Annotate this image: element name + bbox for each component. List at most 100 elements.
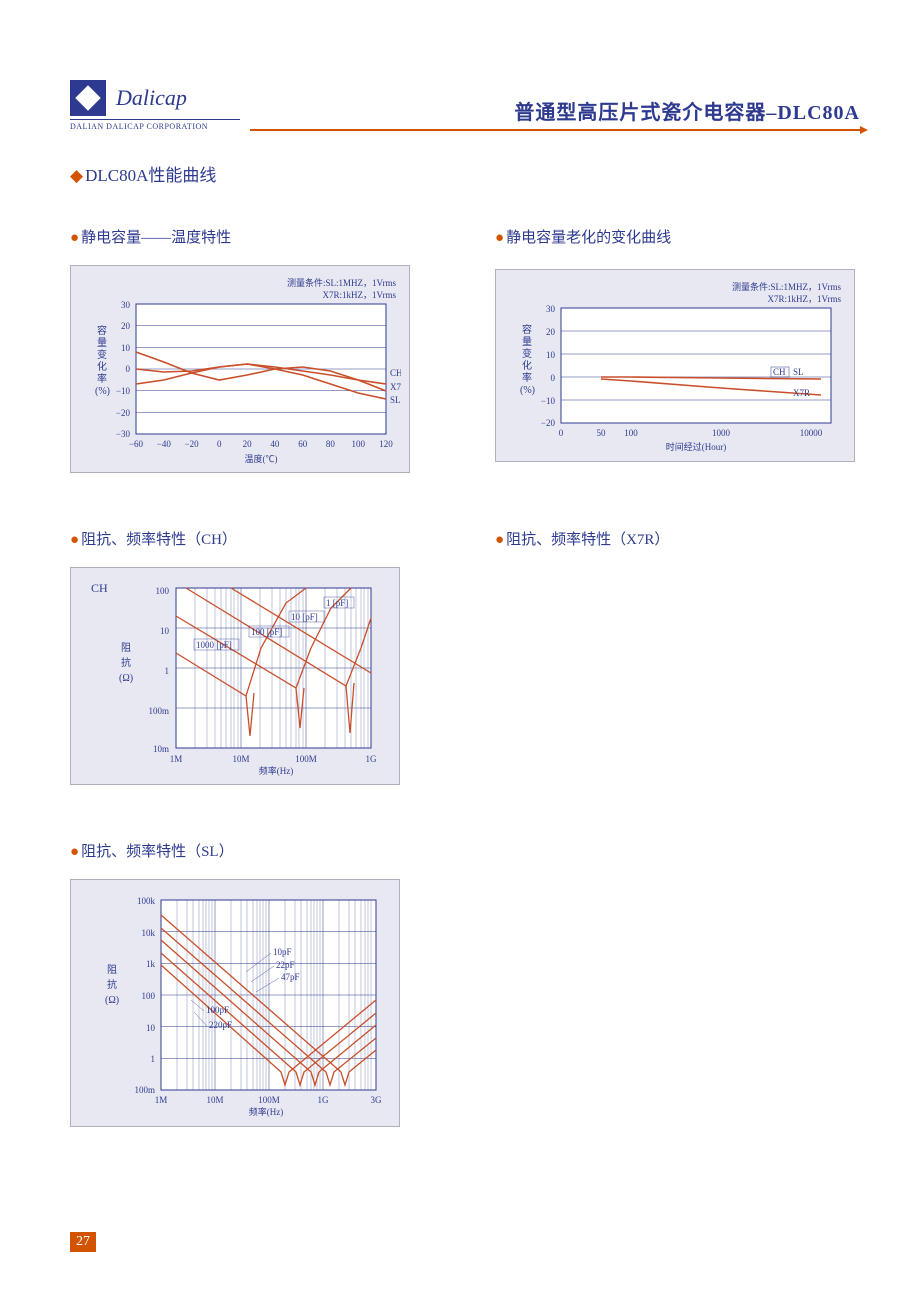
svg-text:10: 10 bbox=[546, 350, 556, 360]
chart-5-title: ●阻抗、频率特性（SL） bbox=[70, 840, 435, 861]
svg-text:抗: 抗 bbox=[121, 656, 131, 669]
chart-1-svg: 测量条件:SL:1MHZ，1Vrms X7R:1kHZ，1Vrms 30 20 bbox=[81, 274, 401, 464]
page-header: Dalicap DALIAN DALICAP CORPORATION 普通型高压… bbox=[70, 80, 860, 131]
svg-text:1k: 1k bbox=[146, 959, 156, 969]
chart-5-col: ●阻抗、频率特性（SL） bbox=[70, 840, 435, 1127]
chart-5: 10pF 22pF 47pF 100pF 220pF 100k 10k 1k 1… bbox=[70, 879, 400, 1127]
svg-text:1M: 1M bbox=[155, 1095, 168, 1105]
svg-text:100m: 100m bbox=[148, 706, 169, 716]
bullet-icon: ● bbox=[70, 532, 79, 548]
svg-text:10m: 10m bbox=[153, 744, 169, 754]
svg-text:−20: −20 bbox=[541, 418, 556, 428]
svg-text:CH: CH bbox=[91, 581, 108, 595]
svg-text:−10: −10 bbox=[541, 396, 556, 406]
svg-text:10000: 10000 bbox=[800, 428, 823, 438]
svg-text:20: 20 bbox=[546, 327, 556, 337]
svg-text:变: 变 bbox=[97, 348, 107, 361]
page-number: 27 bbox=[70, 1232, 96, 1252]
chart-2: 测量条件:SL:1MHZ，1Vrms X7R:1kHZ，1Vrms 30 20 … bbox=[495, 269, 855, 462]
svg-text:率: 率 bbox=[522, 371, 532, 384]
svg-text:30: 30 bbox=[121, 300, 131, 310]
svg-text:120: 120 bbox=[379, 439, 393, 449]
svg-text:0: 0 bbox=[551, 373, 556, 383]
svg-text:SL: SL bbox=[390, 395, 401, 405]
svg-text:50: 50 bbox=[597, 428, 607, 438]
logo-icon bbox=[70, 80, 106, 116]
svg-text:10 [pF]: 10 [pF] bbox=[291, 612, 318, 622]
svg-text:−30: −30 bbox=[116, 429, 131, 439]
svg-text:X7R:1kHZ，1Vrms: X7R:1kHZ，1Vrms bbox=[768, 294, 842, 304]
svg-text:X7R: X7R bbox=[793, 388, 810, 398]
svg-text:100k: 100k bbox=[137, 896, 156, 906]
logo-text: Dalicap bbox=[116, 85, 187, 111]
svg-text:1 [pF]: 1 [pF] bbox=[326, 598, 348, 608]
row-3: ●阻抗、频率特性（SL） bbox=[70, 840, 860, 1127]
svg-text:10k: 10k bbox=[142, 928, 156, 938]
svg-text:测量条件:SL:1MHZ，1Vrms: 测量条件:SL:1MHZ，1Vrms bbox=[732, 281, 841, 292]
chart-3-svg: CH bbox=[81, 576, 391, 776]
svg-text:100: 100 bbox=[351, 439, 365, 449]
svg-text:容: 容 bbox=[97, 324, 107, 337]
svg-text:60: 60 bbox=[298, 439, 308, 449]
bullet-icon: ● bbox=[70, 230, 79, 246]
svg-text:100 [pF]: 100 [pF] bbox=[251, 627, 282, 637]
svg-text:化: 化 bbox=[97, 360, 107, 373]
svg-text:0: 0 bbox=[217, 439, 222, 449]
section-title: ◆DLC80A性能曲线 bbox=[70, 161, 860, 186]
chart-3-title: ●阻抗、频率特性（CH） bbox=[70, 528, 435, 549]
header-title: 普通型高压片式瓷介电容器–DLC80A bbox=[250, 96, 860, 125]
diamond-icon: ◆ bbox=[70, 166, 83, 185]
svg-text:频率(Hz): 频率(Hz) bbox=[259, 765, 294, 776]
svg-text:20: 20 bbox=[121, 321, 131, 331]
svg-text:抗: 抗 bbox=[107, 978, 117, 991]
svg-text:CH: CH bbox=[390, 368, 401, 378]
chart-4-col: ●阻抗、频率特性（X7R） bbox=[495, 528, 860, 785]
svg-text:率: 率 bbox=[97, 372, 107, 385]
bullet-icon: ● bbox=[70, 844, 79, 860]
svg-text:阻: 阻 bbox=[121, 642, 131, 654]
svg-text:(Ω): (Ω) bbox=[105, 995, 119, 1006]
chart-2-svg: 测量条件:SL:1MHZ，1Vrms X7R:1kHZ，1Vrms 30 20 … bbox=[506, 278, 846, 453]
bullet-icon: ● bbox=[495, 230, 504, 246]
svg-text:−20: −20 bbox=[185, 439, 200, 449]
svg-text:100: 100 bbox=[624, 428, 638, 438]
svg-text:3G: 3G bbox=[371, 1095, 383, 1105]
svg-text:40: 40 bbox=[270, 439, 280, 449]
svg-text:CH: CH bbox=[773, 367, 786, 377]
chart-3-col: ●阻抗、频率特性（CH） CH bbox=[70, 528, 435, 785]
svg-text:变: 变 bbox=[522, 347, 532, 360]
svg-text:−60: −60 bbox=[129, 439, 144, 449]
svg-text:100M: 100M bbox=[295, 754, 317, 764]
svg-text:−40: −40 bbox=[157, 439, 172, 449]
svg-text:1: 1 bbox=[151, 1054, 156, 1064]
svg-text:X7R:1kHZ，1Vrms: X7R:1kHZ，1Vrms bbox=[323, 290, 397, 300]
svg-text:(Ω): (Ω) bbox=[119, 673, 133, 684]
svg-text:−20: −20 bbox=[116, 408, 131, 418]
chart-5-svg: 10pF 22pF 47pF 100pF 220pF 100k 10k 1k 1… bbox=[81, 888, 391, 1118]
chart-1: 测量条件:SL:1MHZ，1Vrms X7R:1kHZ，1Vrms 30 20 bbox=[70, 265, 410, 473]
svg-text:阻: 阻 bbox=[107, 964, 117, 976]
svg-text:20: 20 bbox=[243, 439, 253, 449]
svg-text:频率(Hz): 频率(Hz) bbox=[249, 1106, 284, 1117]
svg-text:1000 [pF]: 1000 [pF] bbox=[196, 640, 232, 650]
svg-text:X7R: X7R bbox=[390, 382, 401, 392]
svg-text:10: 10 bbox=[146, 1023, 156, 1033]
header-rule-icon bbox=[250, 129, 860, 131]
svg-text:量: 量 bbox=[522, 336, 532, 348]
chart-2-col: ●静电容量老化的变化曲线 测量条件:SL:1MHZ，1Vrms X7R:1kHZ… bbox=[495, 226, 860, 473]
svg-text:SL: SL bbox=[793, 367, 804, 377]
logo-subtitle: DALIAN DALICAP CORPORATION bbox=[70, 122, 240, 131]
svg-text:47pF: 47pF bbox=[281, 972, 300, 982]
svg-text:100pF: 100pF bbox=[206, 1005, 229, 1015]
row-2: ●阻抗、频率特性（CH） CH bbox=[70, 528, 860, 785]
svg-text:化: 化 bbox=[522, 359, 532, 372]
chart-4-title: ●阻抗、频率特性（X7R） bbox=[495, 528, 860, 549]
section-title-text: DLC80A性能曲线 bbox=[85, 166, 216, 185]
svg-text:容: 容 bbox=[522, 323, 532, 336]
svg-text:(%): (%) bbox=[520, 385, 535, 396]
svg-text:220pF: 220pF bbox=[209, 1020, 232, 1030]
svg-text:量: 量 bbox=[97, 337, 107, 349]
svg-text:100m: 100m bbox=[134, 1085, 155, 1095]
chart-1-title: ●静电容量——温度特性 bbox=[70, 226, 435, 247]
svg-text:10: 10 bbox=[121, 343, 131, 353]
